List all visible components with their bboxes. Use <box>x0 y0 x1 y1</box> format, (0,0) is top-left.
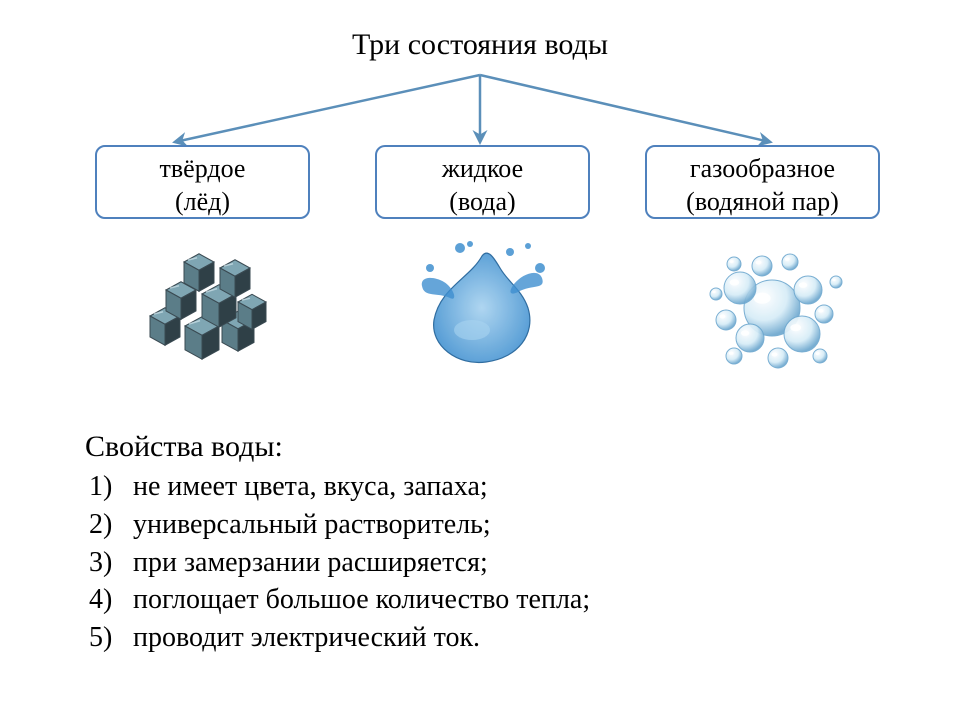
state-label-line1: газообразное <box>647 153 878 186</box>
state-box-gas: газообразное (водяной пар) <box>645 145 880 219</box>
state-box-liquid: жидкое (вода) <box>375 145 590 219</box>
state-box-solid: твёрдое (лёд) <box>95 145 310 219</box>
properties-heading: Свойства воды: <box>85 430 885 464</box>
property-item: проводит электрический ток. <box>85 619 885 657</box>
properties-list: не имеет цвета, вкуса, запаха; универсал… <box>85 468 885 657</box>
property-item: поглощает большое количество тепла; <box>85 581 885 619</box>
page-title: Три состояния воды <box>0 28 960 62</box>
property-item: при замерзании расширяется; <box>85 544 885 582</box>
illustration-vapor <box>690 238 855 378</box>
state-label-line1: твёрдое <box>97 153 308 186</box>
illustration-liquid <box>400 238 565 378</box>
property-item: универсальный растворитель; <box>85 506 885 544</box>
properties-block: Свойства воды: не имеет цвета, вкуса, за… <box>85 430 885 657</box>
state-label-line2: (лёд) <box>97 186 308 219</box>
state-label-line2: (вода) <box>377 186 588 219</box>
state-label-line1: жидкое <box>377 153 588 186</box>
property-item: не имеет цвета, вкуса, запаха; <box>85 468 885 506</box>
state-label-line2: (водяной пар) <box>647 186 878 219</box>
illustration-ice <box>130 238 295 378</box>
branch-arrows <box>0 70 960 150</box>
